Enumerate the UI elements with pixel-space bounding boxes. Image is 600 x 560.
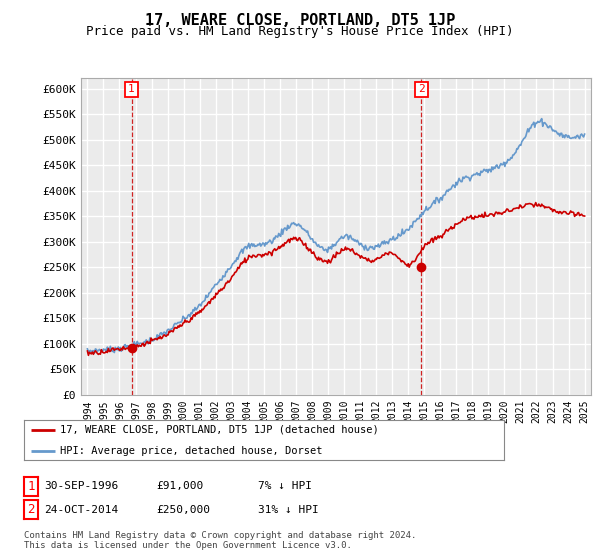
Text: Price paid vs. HM Land Registry's House Price Index (HPI): Price paid vs. HM Land Registry's House … <box>86 25 514 38</box>
Text: 2: 2 <box>28 503 35 516</box>
Text: £250,000: £250,000 <box>156 505 210 515</box>
Text: 24-OCT-2014: 24-OCT-2014 <box>44 505 118 515</box>
Text: 7% ↓ HPI: 7% ↓ HPI <box>258 481 312 491</box>
Text: 17, WEARE CLOSE, PORTLAND, DT5 1JP: 17, WEARE CLOSE, PORTLAND, DT5 1JP <box>145 13 455 28</box>
Text: HPI: Average price, detached house, Dorset: HPI: Average price, detached house, Dors… <box>60 446 323 456</box>
Text: 2: 2 <box>418 85 425 95</box>
Text: £91,000: £91,000 <box>156 481 203 491</box>
Text: 17, WEARE CLOSE, PORTLAND, DT5 1JP (detached house): 17, WEARE CLOSE, PORTLAND, DT5 1JP (deta… <box>60 424 379 435</box>
Text: 30-SEP-1996: 30-SEP-1996 <box>44 481 118 491</box>
Text: 1: 1 <box>128 85 135 95</box>
Text: 31% ↓ HPI: 31% ↓ HPI <box>258 505 319 515</box>
Text: Contains HM Land Registry data © Crown copyright and database right 2024.
This d: Contains HM Land Registry data © Crown c… <box>24 531 416 550</box>
Text: 1: 1 <box>28 479 35 493</box>
